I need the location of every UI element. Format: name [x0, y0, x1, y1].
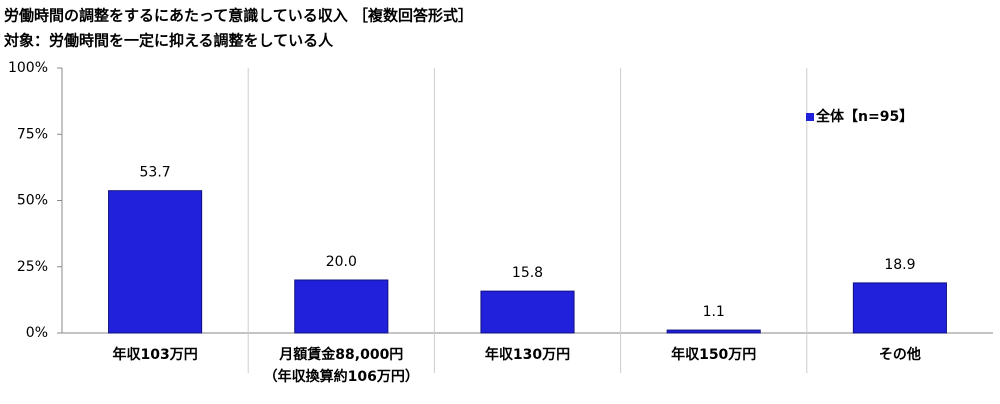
bar [294, 279, 389, 334]
bar [108, 190, 203, 334]
x-tick-label: 年収130万円 [485, 346, 570, 363]
y-tick-label: 25% [17, 259, 48, 275]
value-label: 1.1 [703, 304, 725, 320]
value-label: 15.8 [512, 265, 543, 281]
x-tick-label: その他 [879, 346, 921, 363]
chart-subtitle: 対象：労働時間を一定に抑える調整をしている人 [3, 32, 334, 50]
value-label: 18.9 [884, 257, 915, 273]
chart-title: 労働時間の調整をするにあたって意識している収入 ［複数回答形式］ [4, 7, 473, 25]
bar [666, 329, 761, 334]
y-tick-label: 75% [17, 126, 48, 142]
y-tick-label: 0% [26, 325, 48, 341]
bar [852, 282, 947, 334]
legend-label: 全体【n=95】 [815, 108, 913, 125]
x-tick-label: 月額賃金88,000円 [278, 346, 403, 363]
value-label: 20.0 [326, 254, 357, 270]
x-tick-label: 年収103万円 [112, 346, 197, 363]
y-tick-label: 100% [8, 60, 48, 76]
bar [480, 290, 575, 334]
x-tick-label: 年収150万円 [671, 346, 756, 363]
x-tick-sublabel: （年収換算約106万円） [264, 368, 419, 385]
value-label: 53.7 [140, 165, 171, 181]
y-tick-label: 50% [17, 193, 48, 209]
legend-swatch [806, 113, 814, 121]
